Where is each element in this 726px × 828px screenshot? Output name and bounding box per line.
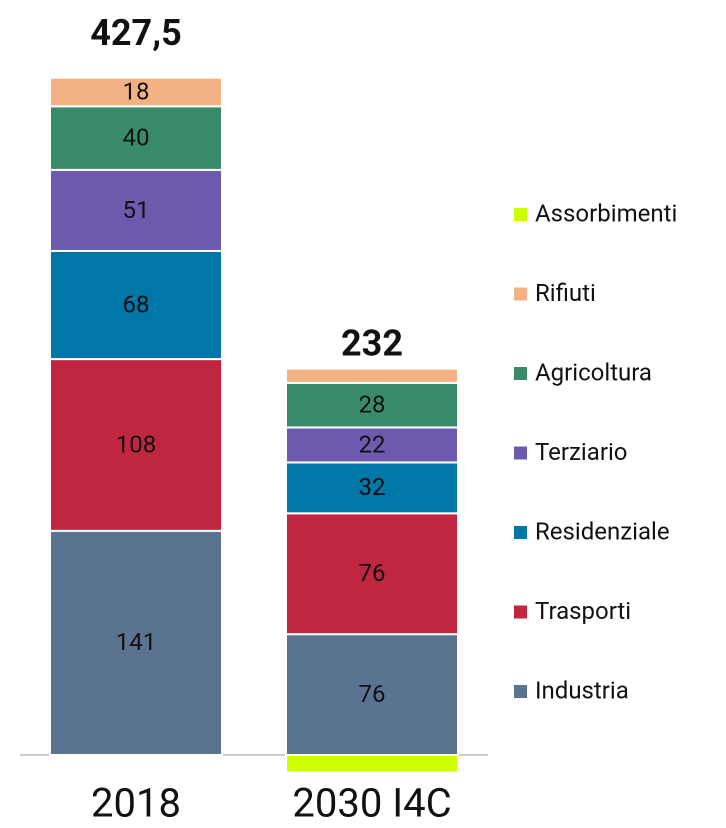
legend-label: Trasporti bbox=[535, 597, 631, 625]
value-label: 76 bbox=[359, 680, 386, 708]
legend-label: Terziario bbox=[535, 438, 627, 466]
value-label: 40 bbox=[123, 123, 150, 151]
value-label: 76 bbox=[359, 559, 386, 587]
value-label: 32 bbox=[359, 473, 386, 501]
value-label: 51 bbox=[123, 196, 150, 224]
value-label: 18 bbox=[123, 77, 150, 105]
bar-segment bbox=[49, 105, 223, 171]
total-label: 232 bbox=[341, 323, 403, 365]
legend-swatch bbox=[514, 605, 527, 619]
legend-label: Rifiuti bbox=[535, 279, 596, 307]
bar-segment bbox=[285, 633, 459, 756]
value-label: 28 bbox=[359, 391, 386, 419]
value-label: 22 bbox=[359, 430, 386, 458]
bar-segment bbox=[285, 461, 459, 515]
bar-segment bbox=[49, 168, 223, 252]
legend-label: Assorbimenti bbox=[535, 199, 677, 227]
legend-swatch bbox=[514, 208, 527, 221]
bar-segment bbox=[49, 358, 223, 532]
bar-segment bbox=[285, 426, 459, 464]
legend-label: Industria bbox=[535, 676, 629, 704]
bar-segment bbox=[285, 367, 459, 384]
legend-swatch bbox=[514, 367, 527, 380]
x-tick-label: 2018 bbox=[91, 780, 181, 827]
legend-label: Residenziale bbox=[535, 517, 670, 545]
value-label: 108 bbox=[116, 430, 156, 458]
bar-segment bbox=[49, 76, 223, 108]
bar-segment bbox=[285, 381, 459, 429]
bar-segment bbox=[49, 529, 223, 756]
legend-label: Agricoltura bbox=[535, 358, 652, 386]
x-tick-label: 2030 I4C bbox=[292, 780, 451, 827]
value-label: 68 bbox=[123, 290, 150, 318]
legend-swatch bbox=[514, 685, 527, 698]
bar-segment bbox=[285, 754, 459, 774]
bar-segment bbox=[285, 512, 459, 636]
value-label: 141 bbox=[116, 628, 156, 656]
legend-swatch bbox=[514, 526, 527, 539]
total-label: 427,5 bbox=[90, 12, 181, 54]
legend-swatch bbox=[514, 287, 527, 301]
legend-swatch bbox=[514, 446, 527, 460]
